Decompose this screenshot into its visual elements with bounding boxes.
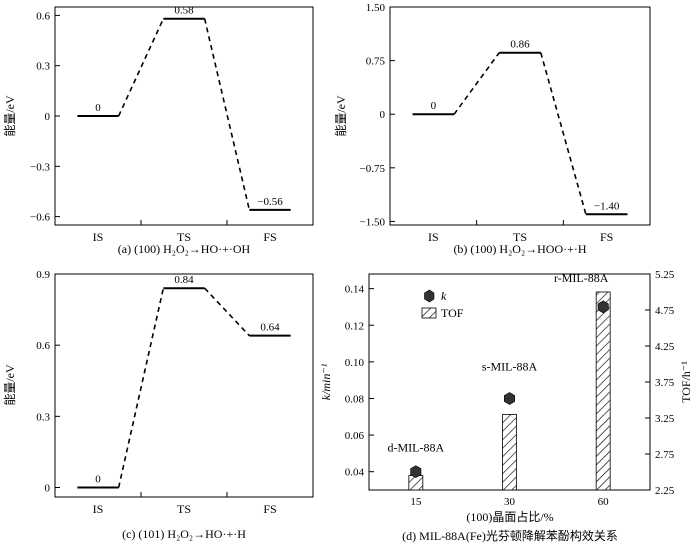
- panel-c-ytick-label: 0.9: [36, 269, 50, 281]
- panel-a-ytick-label: −0.3: [30, 161, 50, 173]
- panel-d-ytick-label-right: 3.25: [655, 413, 675, 425]
- panel-d-caption: (d) MIL-88A(Fe)光芬顿降解苯酚构效关系: [402, 528, 618, 543]
- k-marker: [410, 465, 422, 479]
- panel-d-ytick-label-right: 4.25: [655, 341, 675, 353]
- panel-b-value-label: −1.40: [594, 200, 620, 212]
- panel-a-xtick-label: IS: [93, 230, 104, 244]
- panel-c-value-label: 0: [95, 474, 101, 486]
- panel-a-value-label: −0.56: [257, 196, 283, 208]
- panel-b-value-label: 0: [431, 100, 437, 112]
- panel-b: 能量/eV (b) (100) H₂O₂→HOO·+·H 1.50 0.75 0 −0…: [334, 2, 651, 256]
- panel-b-ytick-label: −0.75: [360, 163, 386, 175]
- legend-tof-label: TOF: [441, 306, 464, 320]
- panel-d-ylabel: k/min⁻¹: [319, 363, 333, 400]
- legend: k TOF: [421, 289, 464, 320]
- panel-c-value-label: 0.84: [174, 274, 194, 286]
- legend-k-marker: [424, 289, 435, 303]
- tof-bar: [595, 291, 611, 491]
- panel-c-value-label: 0.64: [260, 322, 280, 334]
- panel-c-xtick-label: FS: [263, 502, 276, 516]
- panel-c-ytick-label: 0.3: [36, 411, 50, 423]
- panel-d-xtick-label: 30: [504, 496, 516, 508]
- panel-d-ytick-label: 0.12: [345, 320, 364, 332]
- panel-c-connector: [117, 288, 165, 488]
- panel-a-ytick-label: 0.6: [36, 10, 50, 22]
- panel-c-frame: [54, 273, 314, 498]
- panel-a-connector: [117, 18, 165, 117]
- panel-c-ylabel: 能量/eV: [3, 364, 17, 406]
- panel-a: 能量/eV (a) (100) H₂O₂→HO·+·OH 0.6 0.3 0 −0.3…: [3, 5, 314, 256]
- panel-d-ytick-label: 0.08: [345, 393, 365, 405]
- panel-d-ytick-label: 0.10: [345, 357, 365, 369]
- panel-b-xtick-label: FS: [600, 230, 613, 244]
- panel-c-connector: [204, 287, 250, 337]
- panel-d-ytick-label: 0.14: [345, 284, 365, 296]
- panel-a-xtick-label: TS: [177, 230, 191, 244]
- panel-d-xtick-label: 60: [598, 496, 610, 508]
- panel-c-xtick-label: IS: [93, 502, 104, 516]
- panel-b-ytick-label: 0: [380, 109, 386, 121]
- sample-label: d-MIL-88A: [388, 441, 445, 455]
- panel-c: 能量/eV (c) (101) H₂O₂→HO·+·H 0.9 0.6 0.3 0 IS…: [3, 269, 314, 541]
- panel-c-xtick-label: TS: [177, 502, 191, 516]
- tof-bar: [502, 413, 517, 491]
- panel-c-ytick-label: 0: [45, 483, 51, 495]
- panel-a-connector: [203, 18, 251, 211]
- panel-b-frame: [389, 6, 651, 226]
- panel-b-value-label: 0.86: [510, 39, 530, 51]
- k-marker: [503, 392, 516, 405]
- panel-c-ytick-label: 0.6: [36, 340, 50, 352]
- legend-tof-marker: [421, 307, 437, 319]
- panel-d-ytick-label: 0.04: [345, 467, 365, 479]
- panel-b-connector: [453, 52, 500, 115]
- panel-c-caption: (c) (101) H₂O₂→HO·+·H: [122, 527, 246, 541]
- panel-a-ytick-label: −0.6: [30, 212, 50, 224]
- k-marker: [597, 300, 609, 314]
- panel-d-xtick-label: 15: [410, 496, 422, 508]
- panel-d-ytick-label-right: 2.75: [655, 449, 675, 461]
- sample-label: r-MIL-88A: [554, 271, 609, 285]
- panel-a-ytick-label: 0.3: [36, 61, 50, 73]
- panel-a-value-label: 0: [95, 102, 101, 114]
- panel-a-caption: (a) (100) H₂O₂→HO·+·OH: [118, 242, 251, 256]
- sample-label: s-MIL-88A: [482, 359, 538, 373]
- panel-b-connector: [540, 52, 587, 215]
- panel-a-ytick-label: 0: [45, 111, 51, 123]
- panel-d-ytick-label-right: 2.25: [655, 485, 675, 497]
- panel-d-ytick-label-right: 4.75: [655, 305, 675, 317]
- legend-k-label: k: [441, 289, 447, 303]
- panel-d-ytick-label-right: 5.25: [655, 269, 675, 281]
- panel-d-xlabel: (100)晶面占比/%: [466, 509, 553, 524]
- panel-d-ylabel-right: TOF/h⁻¹: [679, 361, 693, 403]
- panel-a-xtick-label: FS: [263, 230, 276, 244]
- panel-b-xtick-label: TS: [513, 230, 527, 244]
- panel-a-ylabel: 能量/eV: [3, 95, 17, 137]
- panel-a-value-label: 0.58: [174, 5, 194, 17]
- panel-b-ylabel: 能量/eV: [334, 95, 348, 137]
- panel-b-ytick-label: 0.75: [366, 56, 386, 68]
- panel-b-caption: (b) (100) H₂O₂→HOO·+·H: [453, 242, 586, 256]
- panel-b-xtick-label: IS: [428, 230, 439, 244]
- panel-b-ytick-label: −1.50: [360, 216, 386, 228]
- panel-b-ytick-label: 1.50: [366, 2, 386, 14]
- panel-d: k/min⁻¹ TOF/h⁻¹ (100)晶面占比/% (d) MIL-88A(…: [319, 269, 693, 543]
- panel-d-ytick-label-right: 3.75: [655, 377, 675, 389]
- panel-d-ytick-label: 0.06: [345, 430, 365, 442]
